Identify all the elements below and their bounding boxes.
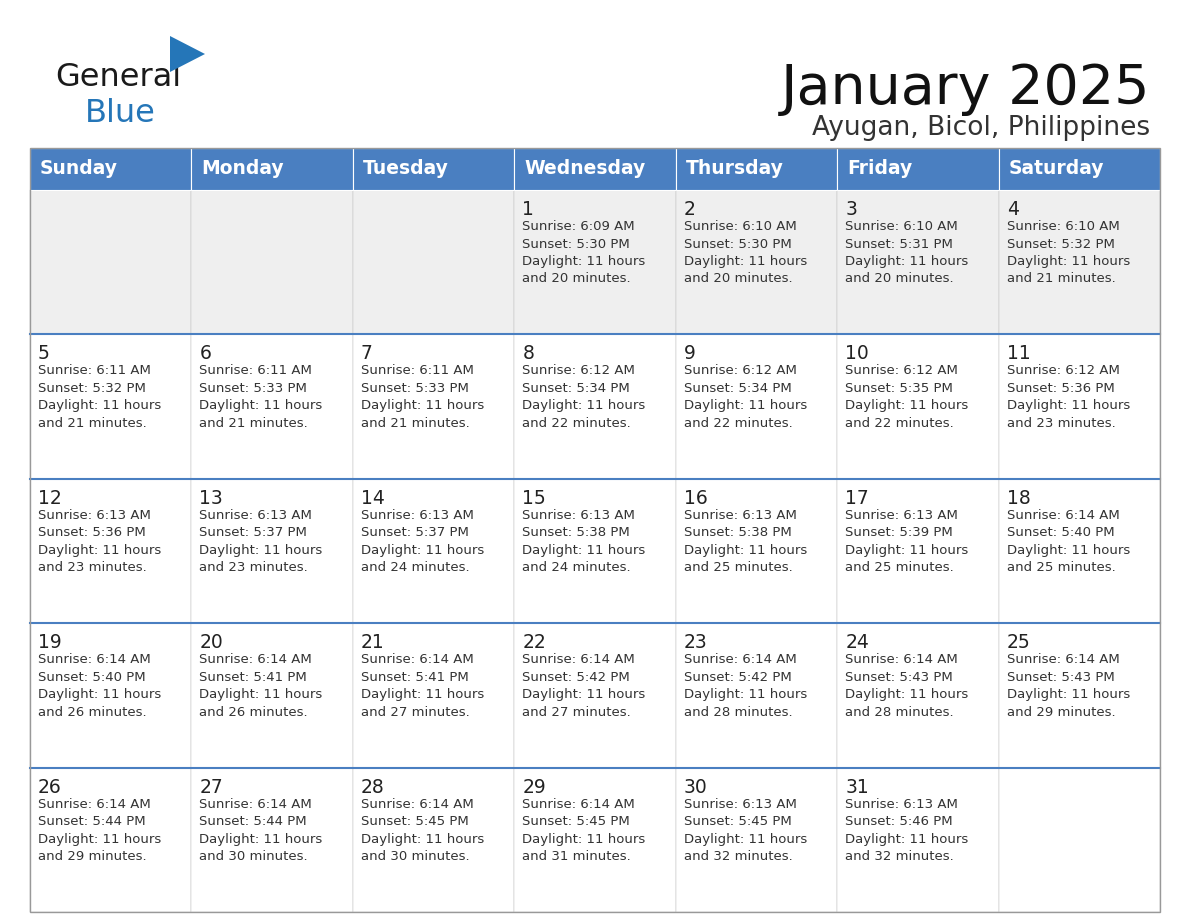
Text: 31: 31 [845, 778, 868, 797]
Text: 20: 20 [200, 633, 223, 652]
Text: Sunrise: 6:14 AM
Sunset: 5:44 PM
Daylight: 11 hours
and 30 minutes.: Sunrise: 6:14 AM Sunset: 5:44 PM Dayligh… [200, 798, 323, 863]
Text: Sunrise: 6:10 AM
Sunset: 5:32 PM
Daylight: 11 hours
and 21 minutes.: Sunrise: 6:10 AM Sunset: 5:32 PM Dayligh… [1006, 220, 1130, 285]
Text: 3: 3 [845, 200, 857, 219]
Text: 6: 6 [200, 344, 211, 364]
Text: January 2025: January 2025 [781, 62, 1150, 116]
Text: 24: 24 [845, 633, 868, 652]
Text: Sunrise: 6:12 AM
Sunset: 5:35 PM
Daylight: 11 hours
and 22 minutes.: Sunrise: 6:12 AM Sunset: 5:35 PM Dayligh… [845, 364, 968, 430]
Text: Sunrise: 6:12 AM
Sunset: 5:34 PM
Daylight: 11 hours
and 22 minutes.: Sunrise: 6:12 AM Sunset: 5:34 PM Dayligh… [684, 364, 807, 430]
Text: 11: 11 [1006, 344, 1030, 364]
Text: Wednesday: Wednesday [524, 160, 645, 178]
Text: 19: 19 [38, 633, 62, 652]
Text: 9: 9 [684, 344, 696, 364]
Text: 8: 8 [523, 344, 535, 364]
Text: 7: 7 [361, 344, 373, 364]
Text: Sunrise: 6:14 AM
Sunset: 5:40 PM
Daylight: 11 hours
and 26 minutes.: Sunrise: 6:14 AM Sunset: 5:40 PM Dayligh… [38, 654, 162, 719]
Text: 30: 30 [684, 778, 708, 797]
Text: Sunrise: 6:14 AM
Sunset: 5:45 PM
Daylight: 11 hours
and 30 minutes.: Sunrise: 6:14 AM Sunset: 5:45 PM Dayligh… [361, 798, 484, 863]
Text: Tuesday: Tuesday [362, 160, 449, 178]
Text: Sunrise: 6:13 AM
Sunset: 5:37 PM
Daylight: 11 hours
and 23 minutes.: Sunrise: 6:13 AM Sunset: 5:37 PM Dayligh… [200, 509, 323, 575]
Text: 10: 10 [845, 344, 868, 364]
Text: 26: 26 [38, 778, 62, 797]
Text: 14: 14 [361, 488, 385, 508]
Text: Sunrise: 6:14 AM
Sunset: 5:41 PM
Daylight: 11 hours
and 26 minutes.: Sunrise: 6:14 AM Sunset: 5:41 PM Dayligh… [200, 654, 323, 719]
Text: Sunrise: 6:11 AM
Sunset: 5:33 PM
Daylight: 11 hours
and 21 minutes.: Sunrise: 6:11 AM Sunset: 5:33 PM Dayligh… [361, 364, 484, 430]
Text: 5: 5 [38, 344, 50, 364]
Text: 15: 15 [523, 488, 546, 508]
Text: Sunrise: 6:10 AM
Sunset: 5:31 PM
Daylight: 11 hours
and 20 minutes.: Sunrise: 6:10 AM Sunset: 5:31 PM Dayligh… [845, 220, 968, 285]
Text: Sunrise: 6:11 AM
Sunset: 5:33 PM
Daylight: 11 hours
and 21 minutes.: Sunrise: 6:11 AM Sunset: 5:33 PM Dayligh… [200, 364, 323, 430]
Text: 12: 12 [38, 488, 62, 508]
Text: General: General [55, 62, 181, 93]
Text: Friday: Friday [847, 160, 912, 178]
Text: 22: 22 [523, 633, 546, 652]
Text: Sunrise: 6:14 AM
Sunset: 5:42 PM
Daylight: 11 hours
and 27 minutes.: Sunrise: 6:14 AM Sunset: 5:42 PM Dayligh… [523, 654, 645, 719]
Text: Sunrise: 6:13 AM
Sunset: 5:46 PM
Daylight: 11 hours
and 32 minutes.: Sunrise: 6:13 AM Sunset: 5:46 PM Dayligh… [845, 798, 968, 863]
Text: Sunrise: 6:14 AM
Sunset: 5:44 PM
Daylight: 11 hours
and 29 minutes.: Sunrise: 6:14 AM Sunset: 5:44 PM Dayligh… [38, 798, 162, 863]
Text: Thursday: Thursday [685, 160, 784, 178]
Text: Sunrise: 6:14 AM
Sunset: 5:41 PM
Daylight: 11 hours
and 27 minutes.: Sunrise: 6:14 AM Sunset: 5:41 PM Dayligh… [361, 654, 484, 719]
Text: 13: 13 [200, 488, 223, 508]
Text: Sunrise: 6:14 AM
Sunset: 5:43 PM
Daylight: 11 hours
and 29 minutes.: Sunrise: 6:14 AM Sunset: 5:43 PM Dayligh… [1006, 654, 1130, 719]
Text: Sunrise: 6:11 AM
Sunset: 5:32 PM
Daylight: 11 hours
and 21 minutes.: Sunrise: 6:11 AM Sunset: 5:32 PM Dayligh… [38, 364, 162, 430]
Text: 17: 17 [845, 488, 868, 508]
Text: 16: 16 [684, 488, 708, 508]
Text: 21: 21 [361, 633, 385, 652]
Text: 27: 27 [200, 778, 223, 797]
Text: Sunrise: 6:12 AM
Sunset: 5:34 PM
Daylight: 11 hours
and 22 minutes.: Sunrise: 6:12 AM Sunset: 5:34 PM Dayligh… [523, 364, 645, 430]
Text: Sunrise: 6:12 AM
Sunset: 5:36 PM
Daylight: 11 hours
and 23 minutes.: Sunrise: 6:12 AM Sunset: 5:36 PM Dayligh… [1006, 364, 1130, 430]
Text: Sunrise: 6:09 AM
Sunset: 5:30 PM
Daylight: 11 hours
and 20 minutes.: Sunrise: 6:09 AM Sunset: 5:30 PM Dayligh… [523, 220, 645, 285]
Text: Blue: Blue [86, 97, 156, 129]
Text: Sunrise: 6:14 AM
Sunset: 5:40 PM
Daylight: 11 hours
and 25 minutes.: Sunrise: 6:14 AM Sunset: 5:40 PM Dayligh… [1006, 509, 1130, 575]
Text: 4: 4 [1006, 200, 1018, 219]
Text: 2: 2 [684, 200, 696, 219]
Text: Sunrise: 6:13 AM
Sunset: 5:37 PM
Daylight: 11 hours
and 24 minutes.: Sunrise: 6:13 AM Sunset: 5:37 PM Dayligh… [361, 509, 484, 575]
Text: Sunrise: 6:13 AM
Sunset: 5:39 PM
Daylight: 11 hours
and 25 minutes.: Sunrise: 6:13 AM Sunset: 5:39 PM Dayligh… [845, 509, 968, 575]
Text: Monday: Monday [202, 160, 284, 178]
Text: 29: 29 [523, 778, 546, 797]
Text: 25: 25 [1006, 633, 1030, 652]
Text: Sunrise: 6:14 AM
Sunset: 5:45 PM
Daylight: 11 hours
and 31 minutes.: Sunrise: 6:14 AM Sunset: 5:45 PM Dayligh… [523, 798, 645, 863]
Text: Sunrise: 6:13 AM
Sunset: 5:38 PM
Daylight: 11 hours
and 25 minutes.: Sunrise: 6:13 AM Sunset: 5:38 PM Dayligh… [684, 509, 807, 575]
Text: Sunrise: 6:13 AM
Sunset: 5:38 PM
Daylight: 11 hours
and 24 minutes.: Sunrise: 6:13 AM Sunset: 5:38 PM Dayligh… [523, 509, 645, 575]
Text: Sunrise: 6:13 AM
Sunset: 5:45 PM
Daylight: 11 hours
and 32 minutes.: Sunrise: 6:13 AM Sunset: 5:45 PM Dayligh… [684, 798, 807, 863]
Text: Saturday: Saturday [1009, 160, 1104, 178]
Text: Sunrise: 6:14 AM
Sunset: 5:42 PM
Daylight: 11 hours
and 28 minutes.: Sunrise: 6:14 AM Sunset: 5:42 PM Dayligh… [684, 654, 807, 719]
Text: Sunrise: 6:14 AM
Sunset: 5:43 PM
Daylight: 11 hours
and 28 minutes.: Sunrise: 6:14 AM Sunset: 5:43 PM Dayligh… [845, 654, 968, 719]
Text: 23: 23 [684, 633, 708, 652]
Text: Sunrise: 6:10 AM
Sunset: 5:30 PM
Daylight: 11 hours
and 20 minutes.: Sunrise: 6:10 AM Sunset: 5:30 PM Dayligh… [684, 220, 807, 285]
Text: 1: 1 [523, 200, 535, 219]
Text: Sunrise: 6:13 AM
Sunset: 5:36 PM
Daylight: 11 hours
and 23 minutes.: Sunrise: 6:13 AM Sunset: 5:36 PM Dayligh… [38, 509, 162, 575]
Text: Ayugan, Bicol, Philippines: Ayugan, Bicol, Philippines [811, 115, 1150, 141]
Text: 18: 18 [1006, 488, 1030, 508]
Text: Sunday: Sunday [40, 160, 118, 178]
Text: 28: 28 [361, 778, 385, 797]
